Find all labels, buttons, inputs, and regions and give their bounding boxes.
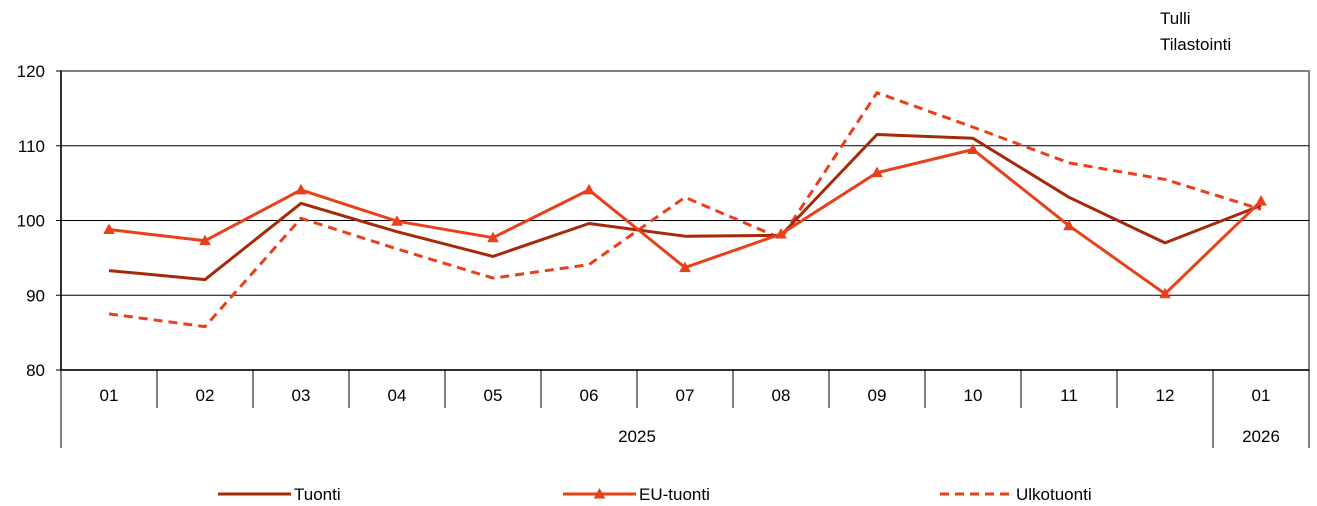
x-tick-label: 08: [772, 386, 791, 405]
data-point-marker: [1063, 219, 1075, 231]
legend-marker: [593, 487, 606, 499]
legend-label: Tuonti: [294, 485, 341, 504]
series-line-tuonti: [108, 133, 1262, 282]
source-line-2: Tilastointi: [1160, 35, 1231, 54]
y-tick-label: 100: [17, 212, 45, 231]
x-tick-label: 11: [1060, 386, 1078, 405]
x-tick-label: 03: [292, 386, 311, 405]
data-point-marker: [487, 231, 499, 243]
x-tick-label: 01: [1252, 386, 1271, 405]
data-point-marker: [103, 223, 115, 234]
x-tick-label: 05: [484, 386, 503, 405]
data-point-marker: [391, 215, 403, 226]
data-point-marker: [1159, 287, 1171, 299]
legend-label: EU-tuonti: [639, 485, 710, 504]
data-point-marker: [583, 183, 595, 195]
x-tick-label: 09: [868, 386, 887, 405]
legend-label: Ulkotuonti: [1016, 485, 1092, 504]
data-point-marker: [967, 143, 979, 154]
y-tick-label: 80: [26, 361, 45, 380]
grid: [60, 70, 1310, 371]
axes: 80 90 100 110 120 01 02 03 04 05 06 07 08 09 10 11 12 01 2…: [17, 62, 1310, 448]
data-point-marker: [679, 261, 691, 273]
data-point-marker: [871, 166, 883, 178]
series-layer: [103, 90, 1267, 329]
y-tick-label: 120: [17, 62, 45, 81]
series-line-ulkotuonti: [108, 90, 1262, 329]
x-tick-label: 01: [100, 386, 119, 405]
y-tick-label: 110: [18, 137, 45, 156]
x-tick-label: 02: [196, 386, 215, 405]
legend: Tuonti EU-tuonti Ulkotuonti: [218, 485, 1092, 504]
x-tick-label: 06: [580, 386, 599, 405]
x-tick-label: 07: [676, 386, 695, 405]
data-point-marker: [199, 234, 211, 246]
series-line-eu-tuonti: [108, 148, 1263, 296]
year-label: 2026: [1242, 427, 1280, 446]
x-tick-label: 12: [1156, 386, 1175, 405]
data-point-marker: [1255, 195, 1267, 206]
x-tick-label: 04: [388, 386, 407, 405]
source-line-1: Tulli: [1160, 9, 1191, 28]
y-tick-label: 90: [26, 286, 45, 305]
data-point-marker: [775, 227, 787, 239]
data-point-marker: [295, 183, 307, 195]
x-tick-label: 10: [964, 386, 983, 405]
year-label: 2025: [618, 427, 656, 446]
